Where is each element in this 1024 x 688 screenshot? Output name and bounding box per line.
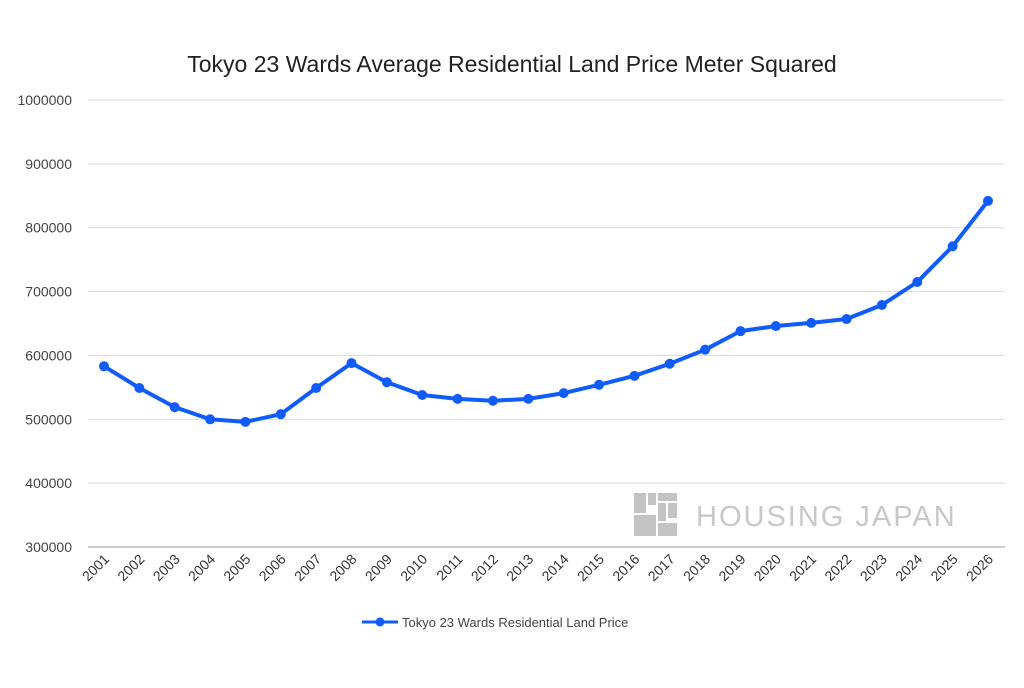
data-point bbox=[205, 414, 216, 425]
data-point bbox=[381, 377, 392, 388]
x-tick-label: 2003 bbox=[149, 551, 182, 584]
x-tick-label: 2023 bbox=[857, 551, 890, 584]
data-point bbox=[99, 361, 109, 372]
data-point bbox=[275, 409, 286, 420]
y-tick-label: 300000 bbox=[25, 539, 72, 555]
x-tick-label: 2002 bbox=[114, 551, 147, 584]
data-point bbox=[346, 358, 357, 369]
x-tick-label: 2024 bbox=[892, 551, 925, 584]
x-tick-label: 2022 bbox=[821, 551, 854, 584]
data-point bbox=[912, 276, 923, 287]
series-line bbox=[102, 199, 990, 424]
legend: Tokyo 23 Wards Residential Land Price bbox=[362, 615, 628, 630]
x-tick-label: 2005 bbox=[220, 551, 253, 584]
data-point bbox=[664, 358, 675, 369]
y-tick-label: 600000 bbox=[25, 347, 72, 363]
data-point bbox=[629, 370, 640, 381]
x-tick-label: 2025 bbox=[927, 551, 960, 584]
watermark-logo: HOUSING JAPAN bbox=[634, 493, 957, 536]
y-tick-label: 400000 bbox=[25, 475, 72, 491]
x-tick-label: 2004 bbox=[185, 551, 218, 584]
x-tick-label: 2016 bbox=[609, 551, 642, 584]
data-point bbox=[169, 402, 180, 413]
data-point bbox=[770, 321, 781, 332]
data-point bbox=[700, 344, 711, 355]
data-point bbox=[134, 382, 145, 393]
x-tick-label: 2015 bbox=[574, 551, 607, 584]
data-point bbox=[806, 317, 817, 328]
x-tick-label: 2019 bbox=[715, 551, 748, 584]
data-point bbox=[594, 379, 605, 390]
x-tick-label: 2006 bbox=[256, 551, 289, 584]
legend-label: Tokyo 23 Wards Residential Land Price bbox=[402, 615, 628, 630]
data-point bbox=[240, 416, 251, 427]
x-tick-label: 2007 bbox=[291, 551, 324, 584]
data-point bbox=[735, 326, 746, 337]
data-point bbox=[876, 299, 887, 310]
y-tick-label: 500000 bbox=[25, 411, 72, 427]
x-tick-label: 2001 bbox=[79, 551, 112, 584]
y-tick-label: 700000 bbox=[25, 284, 72, 300]
x-tick-label: 2008 bbox=[326, 551, 359, 584]
x-tick-label: 2017 bbox=[645, 551, 678, 584]
x-tick-label: 2021 bbox=[786, 551, 819, 584]
y-tick-label: 800000 bbox=[25, 220, 72, 236]
data-point bbox=[417, 390, 428, 401]
data-point bbox=[523, 393, 534, 404]
data-point bbox=[487, 395, 498, 406]
x-tick-label: 2013 bbox=[503, 551, 536, 584]
x-tick-label: 2026 bbox=[963, 551, 996, 584]
data-point bbox=[947, 241, 958, 252]
x-tick-label: 2009 bbox=[362, 551, 395, 584]
x-tick-label: 2010 bbox=[397, 551, 430, 584]
data-point bbox=[983, 195, 993, 206]
data-point bbox=[452, 393, 463, 404]
data-point bbox=[841, 314, 852, 325]
x-tick-label: 2020 bbox=[751, 551, 784, 584]
x-tick-label: 2012 bbox=[468, 551, 501, 584]
x-tick-label: 2014 bbox=[538, 551, 571, 584]
chart-title: Tokyo 23 Wards Average Residential Land … bbox=[187, 51, 836, 77]
data-point bbox=[558, 388, 569, 399]
y-tick-label: 1000000 bbox=[17, 92, 72, 108]
housing-japan-logo-icon bbox=[634, 493, 677, 536]
legend-marker-icon bbox=[375, 617, 385, 627]
x-tick-label: 2011 bbox=[433, 551, 466, 584]
y-tick-label: 900000 bbox=[25, 156, 72, 172]
data-point bbox=[311, 382, 322, 393]
watermark-text: HOUSING JAPAN bbox=[696, 501, 957, 533]
x-tick-label: 2018 bbox=[680, 551, 713, 584]
